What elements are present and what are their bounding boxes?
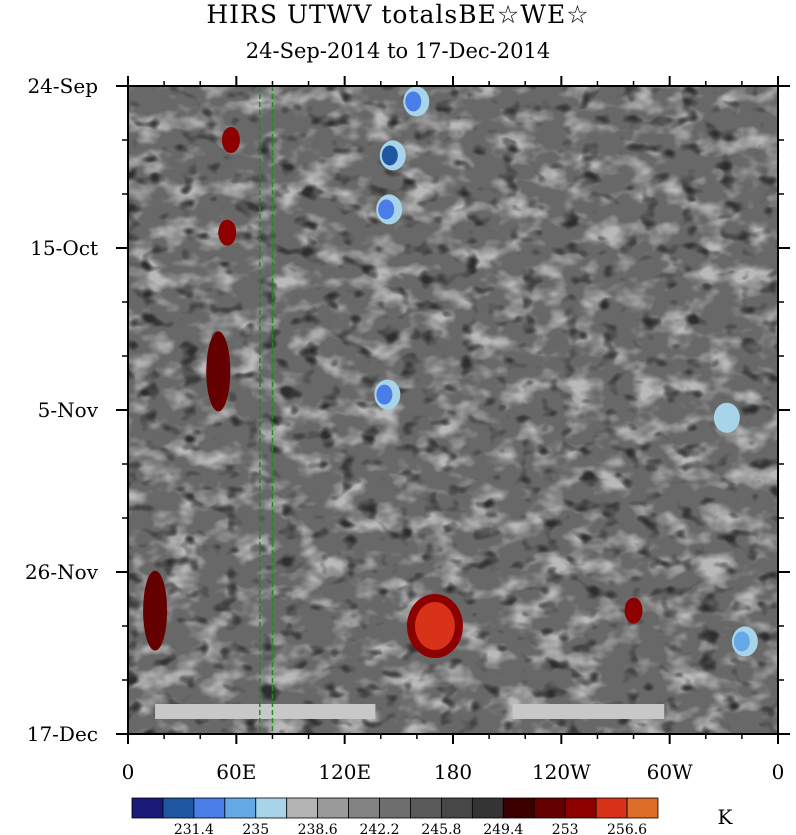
colorbar-tick-label: 242.2	[359, 822, 399, 835]
x-tick-label: 0	[772, 760, 785, 784]
colorbar-swatch	[626, 797, 659, 819]
hot-spot	[218, 219, 237, 246]
missing-data-bar	[512, 704, 665, 719]
x-tick-label: 60W	[647, 760, 693, 784]
colorbar-tick-label: 245.8	[421, 822, 461, 835]
y-tick-label: 17-Dec	[27, 722, 98, 746]
colorbar-swatch	[441, 797, 473, 819]
hot-spot	[414, 602, 455, 650]
colorbar-swatch	[471, 797, 504, 819]
colorbar-swatch	[379, 797, 411, 819]
cold-spot	[715, 407, 732, 428]
colorbar-swatch	[348, 797, 380, 819]
x-tick-label: 120E	[318, 760, 371, 784]
hot-spot	[624, 597, 643, 624]
colorbar-swatch	[131, 797, 164, 819]
cold-spot	[378, 199, 395, 220]
x-tick-label: 60E	[216, 760, 256, 784]
colorbar-tick-label: 238.6	[298, 822, 338, 835]
missing-data-bar	[155, 704, 376, 719]
y-tick-label: 5-Nov	[38, 398, 99, 422]
cold-spot	[405, 91, 422, 112]
colorbar-tick-label: 249.4	[483, 822, 523, 835]
colorbar-swatch	[193, 797, 226, 819]
colorbar-tick-label: 256.6	[607, 822, 647, 835]
colorbar-swatch	[162, 797, 195, 819]
colorbar-swatch	[502, 797, 535, 819]
colorbar-swatch	[410, 797, 442, 819]
colorbar-tick-label: 231.4	[174, 822, 214, 835]
y-tick-label: 26-Nov	[25, 560, 99, 584]
colorbar-swatch	[317, 797, 349, 819]
hot-spot	[143, 570, 168, 651]
x-tick-label: 0	[122, 760, 135, 784]
colorbar-swatch	[533, 797, 566, 819]
colorbar-swatch	[286, 797, 319, 819]
hot-spot	[206, 331, 231, 412]
colorbar-unit: K	[718, 805, 734, 829]
colorbar-swatch	[224, 797, 257, 819]
colorbar-swatch	[255, 797, 288, 819]
cold-spot	[733, 631, 750, 652]
y-tick-label: 24-Sep	[27, 74, 98, 98]
cold-spot	[381, 145, 398, 166]
colorbar-tick-label: 235	[242, 822, 269, 835]
colorbar-swatch	[564, 797, 597, 819]
colorbar-tick-label: 253	[552, 822, 579, 835]
chart-subtitle: 24-Sep-2014 to 17-Dec-2014	[245, 39, 551, 63]
hot-spot	[221, 127, 240, 153]
y-tick-label: 15-Oct	[30, 236, 98, 260]
cold-spot	[376, 384, 393, 405]
x-tick-label: 120W	[532, 760, 591, 784]
x-tick-label: 180	[434, 760, 472, 784]
chart-title: HIRS UTWV totalsBE☆WE☆	[206, 0, 590, 29]
colorbar-swatch	[595, 797, 628, 819]
